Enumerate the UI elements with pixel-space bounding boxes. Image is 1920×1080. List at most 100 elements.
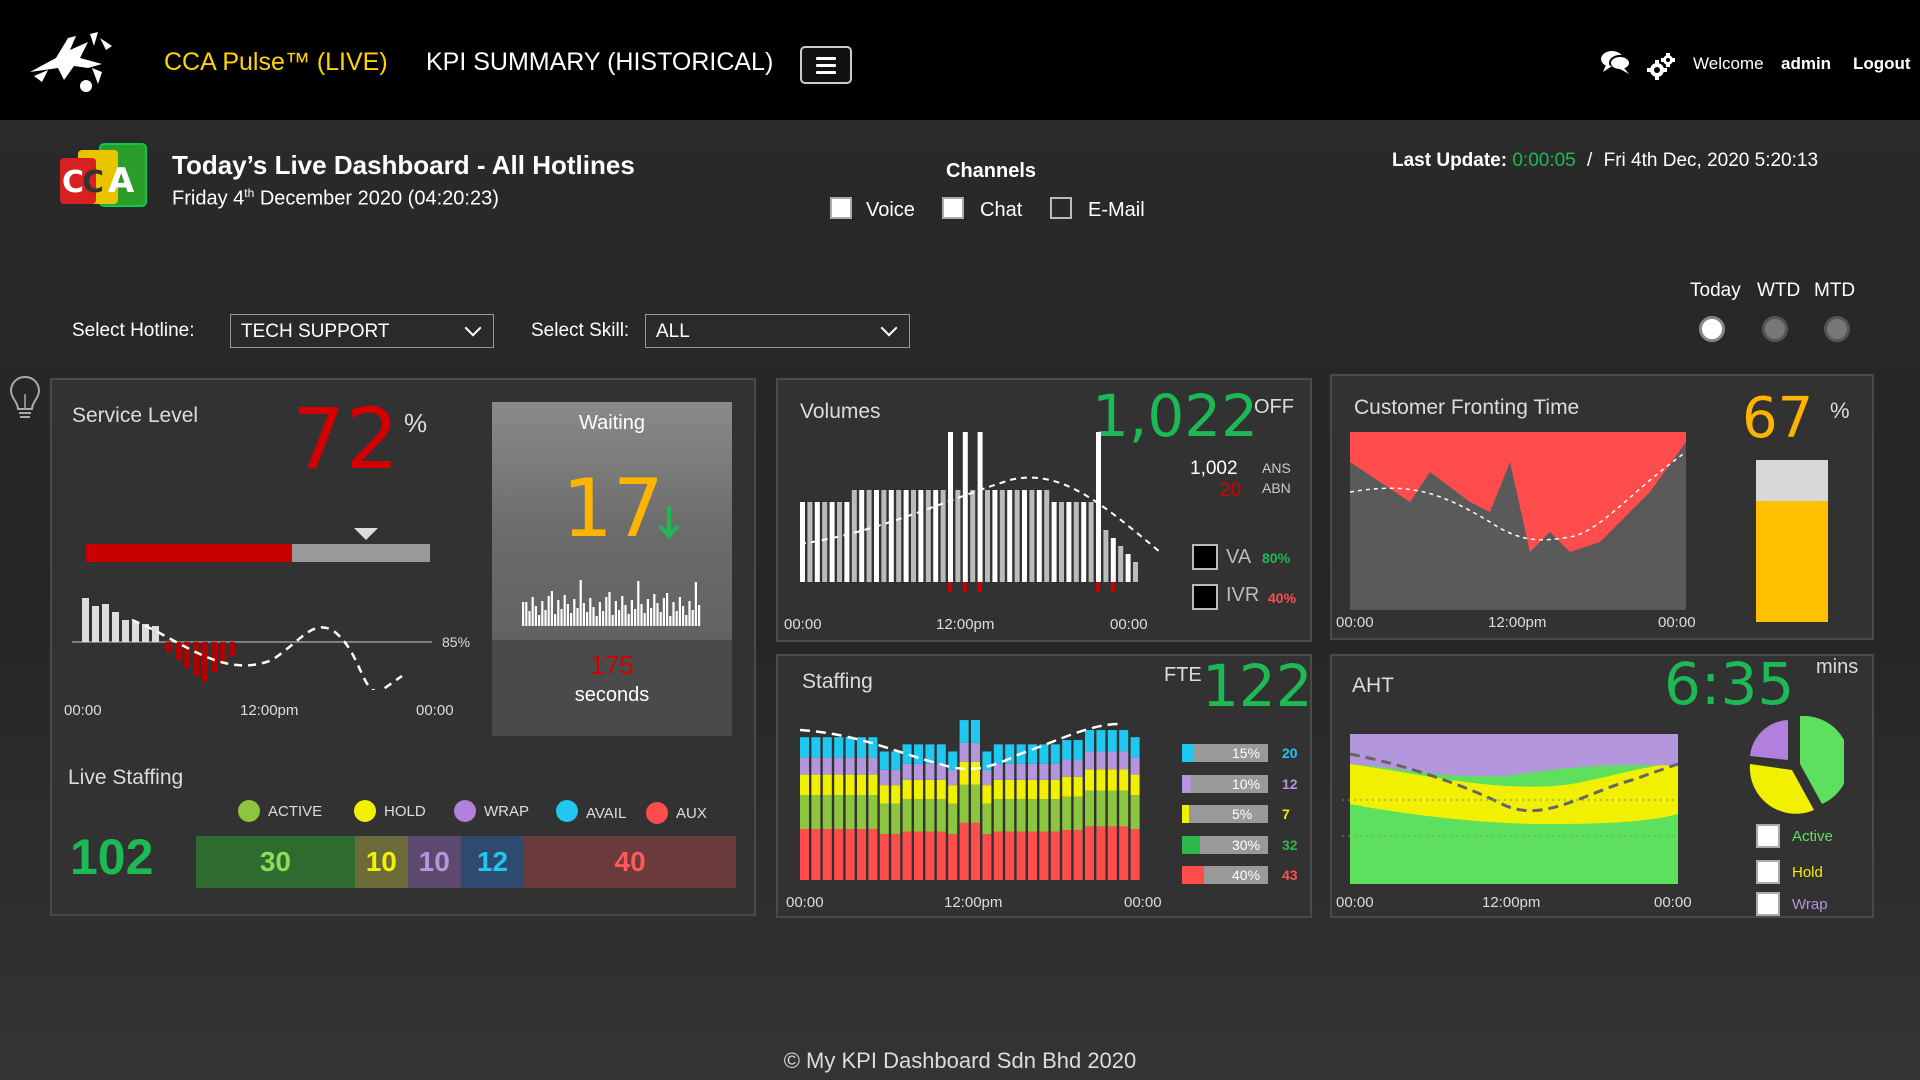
- period-wtd-radio[interactable]: [1762, 316, 1788, 342]
- app-logo[interactable]: [28, 28, 124, 96]
- vol-bar: [1066, 502, 1072, 582]
- staff-bar-segment: [1039, 763, 1049, 780]
- staffing-fte-label: FTE: [1164, 664, 1202, 686]
- period-today-radio[interactable]: [1699, 316, 1725, 342]
- vol-bar: [999, 490, 1005, 582]
- staffing-row-count: 43: [1282, 867, 1298, 883]
- arrow-down-icon: [658, 506, 680, 539]
- sl-x-start: 00:00: [64, 702, 102, 719]
- ivr-checkbox[interactable]: [1192, 584, 1218, 610]
- staff-bar-segment: [1062, 830, 1072, 880]
- staff-bar-segment: [1016, 763, 1026, 780]
- staffing-value: 122: [1202, 652, 1313, 720]
- staff-bar-segment: [891, 769, 901, 786]
- volumes-status: OFF: [1254, 396, 1294, 418]
- staff-bar-segment: [948, 769, 958, 786]
- chat-checkbox[interactable]: [942, 197, 964, 219]
- sl-bar: [112, 612, 119, 642]
- staff-bar-segment: [1096, 790, 1106, 827]
- wait-bar: [682, 606, 685, 626]
- vol-bar: [814, 502, 820, 582]
- chat-icon[interactable]: [1600, 48, 1632, 76]
- wait-bar: [675, 611, 678, 626]
- staff-bar-segment: [1050, 799, 1060, 832]
- staff-bar-segment: [1050, 779, 1060, 800]
- vol-abn-bar: [962, 582, 967, 592]
- staffing-title: Staffing: [802, 670, 873, 693]
- cft-chart: [1350, 432, 1687, 610]
- staff-bar-segment: [925, 779, 935, 800]
- ivr-pct: 40%: [1268, 590, 1297, 606]
- staff-bar-segment: [1028, 799, 1037, 832]
- staff-bar-segment: [948, 803, 958, 835]
- legend-active-label: ACTIVE: [268, 803, 323, 820]
- aht-chart: [1342, 734, 1679, 884]
- staff-bar-segment: [914, 744, 923, 764]
- hamburger-menu-button[interactable]: [800, 46, 852, 84]
- staff-bar-segment: [868, 757, 878, 775]
- aht-hold-checkbox[interactable]: [1756, 860, 1780, 884]
- staff-bar-segment: [1016, 831, 1026, 880]
- volumes-abn-label: ABN: [1262, 480, 1291, 496]
- wait-bar: [666, 593, 669, 626]
- staffing-row-count: 12: [1282, 775, 1298, 792]
- wait-bar: [582, 603, 585, 626]
- staff-bar-segment: [971, 822, 980, 880]
- staff-bar-segment: [1130, 737, 1140, 758]
- hotline-label: Select Hotline:: [72, 320, 195, 341]
- staff-bar-segment: [834, 774, 844, 795]
- skill-select[interactable]: ALL: [645, 314, 910, 348]
- wait-bar: [550, 591, 553, 626]
- sl-bar: [102, 604, 109, 642]
- wait-bar: [694, 582, 697, 626]
- chevron-down-icon: [880, 319, 898, 337]
- staff-bar-segment: [1039, 799, 1049, 832]
- staff-bar-segment: [1005, 779, 1015, 800]
- staff-bar-segment: [1062, 796, 1072, 831]
- staff-bar-segment: [800, 795, 809, 829]
- vol-bar: [918, 490, 924, 582]
- waiting-seconds-value: 175: [590, 650, 634, 680]
- wait-bar: [598, 602, 601, 626]
- aht-active-checkbox[interactable]: [1756, 824, 1780, 848]
- vol-bar: [903, 490, 909, 582]
- period-mtd-label: MTD: [1814, 280, 1856, 301]
- va-checkbox[interactable]: [1192, 544, 1218, 570]
- staff-bar-segment: [822, 757, 832, 775]
- chevron-down-icon: [464, 319, 482, 337]
- staff-bar-segment: [959, 761, 969, 785]
- staff-bar-segment: [811, 774, 821, 795]
- staff-bar-segment: [993, 831, 1003, 880]
- aht-x-mid: 12:00pm: [1482, 894, 1541, 911]
- gear-icon[interactable]: [1645, 52, 1675, 82]
- nav-live-link[interactable]: CCA Pulse™ (LIVE): [164, 48, 388, 76]
- voice-checkbox[interactable]: [830, 197, 852, 219]
- staff-bar-segment: [914, 831, 923, 880]
- hotline-select[interactable]: TECH SUPPORT: [230, 314, 494, 348]
- lightbulb-icon[interactable]: [8, 374, 42, 424]
- logout-link[interactable]: Logout: [1853, 54, 1911, 73]
- voice-label: Voice: [866, 199, 915, 221]
- period-wtd-label: WTD: [1757, 280, 1801, 301]
- staff-bar-segment: [1130, 795, 1140, 829]
- email-checkbox[interactable]: [1050, 197, 1072, 219]
- wait-bar: [547, 596, 550, 626]
- cft-unit: %: [1830, 398, 1850, 423]
- staffing-row-fill: [1182, 744, 1194, 762]
- staffing-row-pct: 15%: [1232, 745, 1261, 761]
- nav-historical-link[interactable]: KPI SUMMARY (HISTORICAL): [426, 48, 774, 76]
- wait-bar: [618, 610, 621, 626]
- staff-bar-segment: [811, 795, 821, 829]
- footer-copyright: © My KPI Dashboard Sdn Bhd 2020: [783, 1048, 1137, 1073]
- staff-bar-segment: [902, 799, 912, 832]
- staff-bar-segment: [822, 774, 832, 795]
- aht-wrap-checkbox[interactable]: [1756, 892, 1780, 916]
- aht-trend-line: [1349, 752, 1679, 813]
- aht-title: AHT: [1352, 674, 1394, 697]
- sl-bar: [92, 606, 99, 642]
- vol-bar: [859, 490, 865, 582]
- period-mtd-radio[interactable]: [1824, 316, 1850, 342]
- channels-title: Channels: [946, 160, 1037, 182]
- dashboard-title: Today’s Live Dashboard - All Hotlines: [172, 150, 635, 180]
- wait-bar: [544, 610, 547, 626]
